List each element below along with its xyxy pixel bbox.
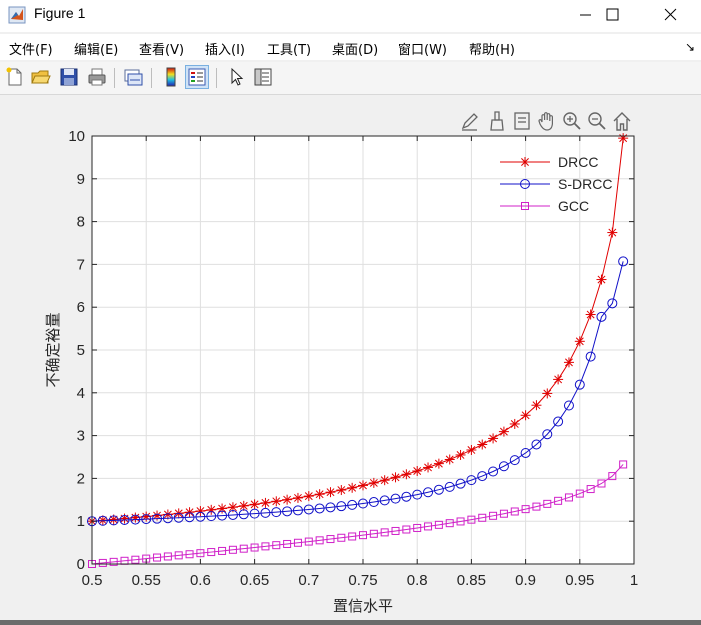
menu-bar: 文件(F) 编辑(E) 查看(V) 插入(I) 工具(T) 桌面(D) 窗口(W… <box>0 34 701 60</box>
desktop-strip <box>0 620 701 625</box>
print-icon[interactable] <box>86 66 108 88</box>
link-plot-icon[interactable] <box>122 66 144 88</box>
figure-toolbar <box>0 62 701 95</box>
zoom-out-icon[interactable] <box>587 110 607 132</box>
close-icon[interactable] <box>650 0 696 30</box>
brush-edit-icon[interactable] <box>460 110 480 132</box>
maximize-icon[interactable] <box>596 0 642 30</box>
pointer-icon[interactable] <box>226 66 248 88</box>
arrow-icon[interactable]: ↘ <box>684 40 695 54</box>
toolbar-separator <box>114 68 115 88</box>
menu-help[interactable]: 帮助(H) <box>469 43 515 58</box>
colorbar-icon[interactable] <box>160 66 182 88</box>
window-title: Figure 1 <box>34 5 86 21</box>
property-inspector-icon[interactable] <box>252 66 274 88</box>
new-figure-icon[interactable] <box>4 66 26 88</box>
zoom-in-icon[interactable] <box>562 110 582 132</box>
menu-view[interactable]: 查看(V) <box>139 43 185 58</box>
toolbar-separator <box>216 68 217 88</box>
menu-tools[interactable]: 工具(T) <box>267 43 312 58</box>
minimize-icon[interactable] <box>562 0 608 30</box>
toolbar-separator <box>151 68 152 88</box>
data-tips-icon[interactable] <box>512 110 532 132</box>
save-icon[interactable] <box>58 66 80 88</box>
pan-icon[interactable] <box>537 110 557 132</box>
menu-edit[interactable]: 编辑(E) <box>74 43 119 58</box>
legend-icon[interactable] <box>185 65 209 89</box>
data-brush-icon[interactable] <box>487 110 507 132</box>
menu-desktop[interactable]: 桌面(D) <box>332 43 379 58</box>
menu-window[interactable]: 窗口(W) <box>398 43 447 58</box>
menu-file[interactable]: 文件(F) <box>9 43 53 58</box>
figure-canvas <box>0 96 701 620</box>
matlab-logo-icon <box>8 6 26 24</box>
title-bar: Figure 1 <box>0 0 701 32</box>
open-file-icon[interactable] <box>30 66 52 88</box>
menu-insert[interactable]: 插入(I) <box>205 43 245 58</box>
axes-toolbar <box>460 110 640 134</box>
home-icon[interactable] <box>612 110 632 132</box>
